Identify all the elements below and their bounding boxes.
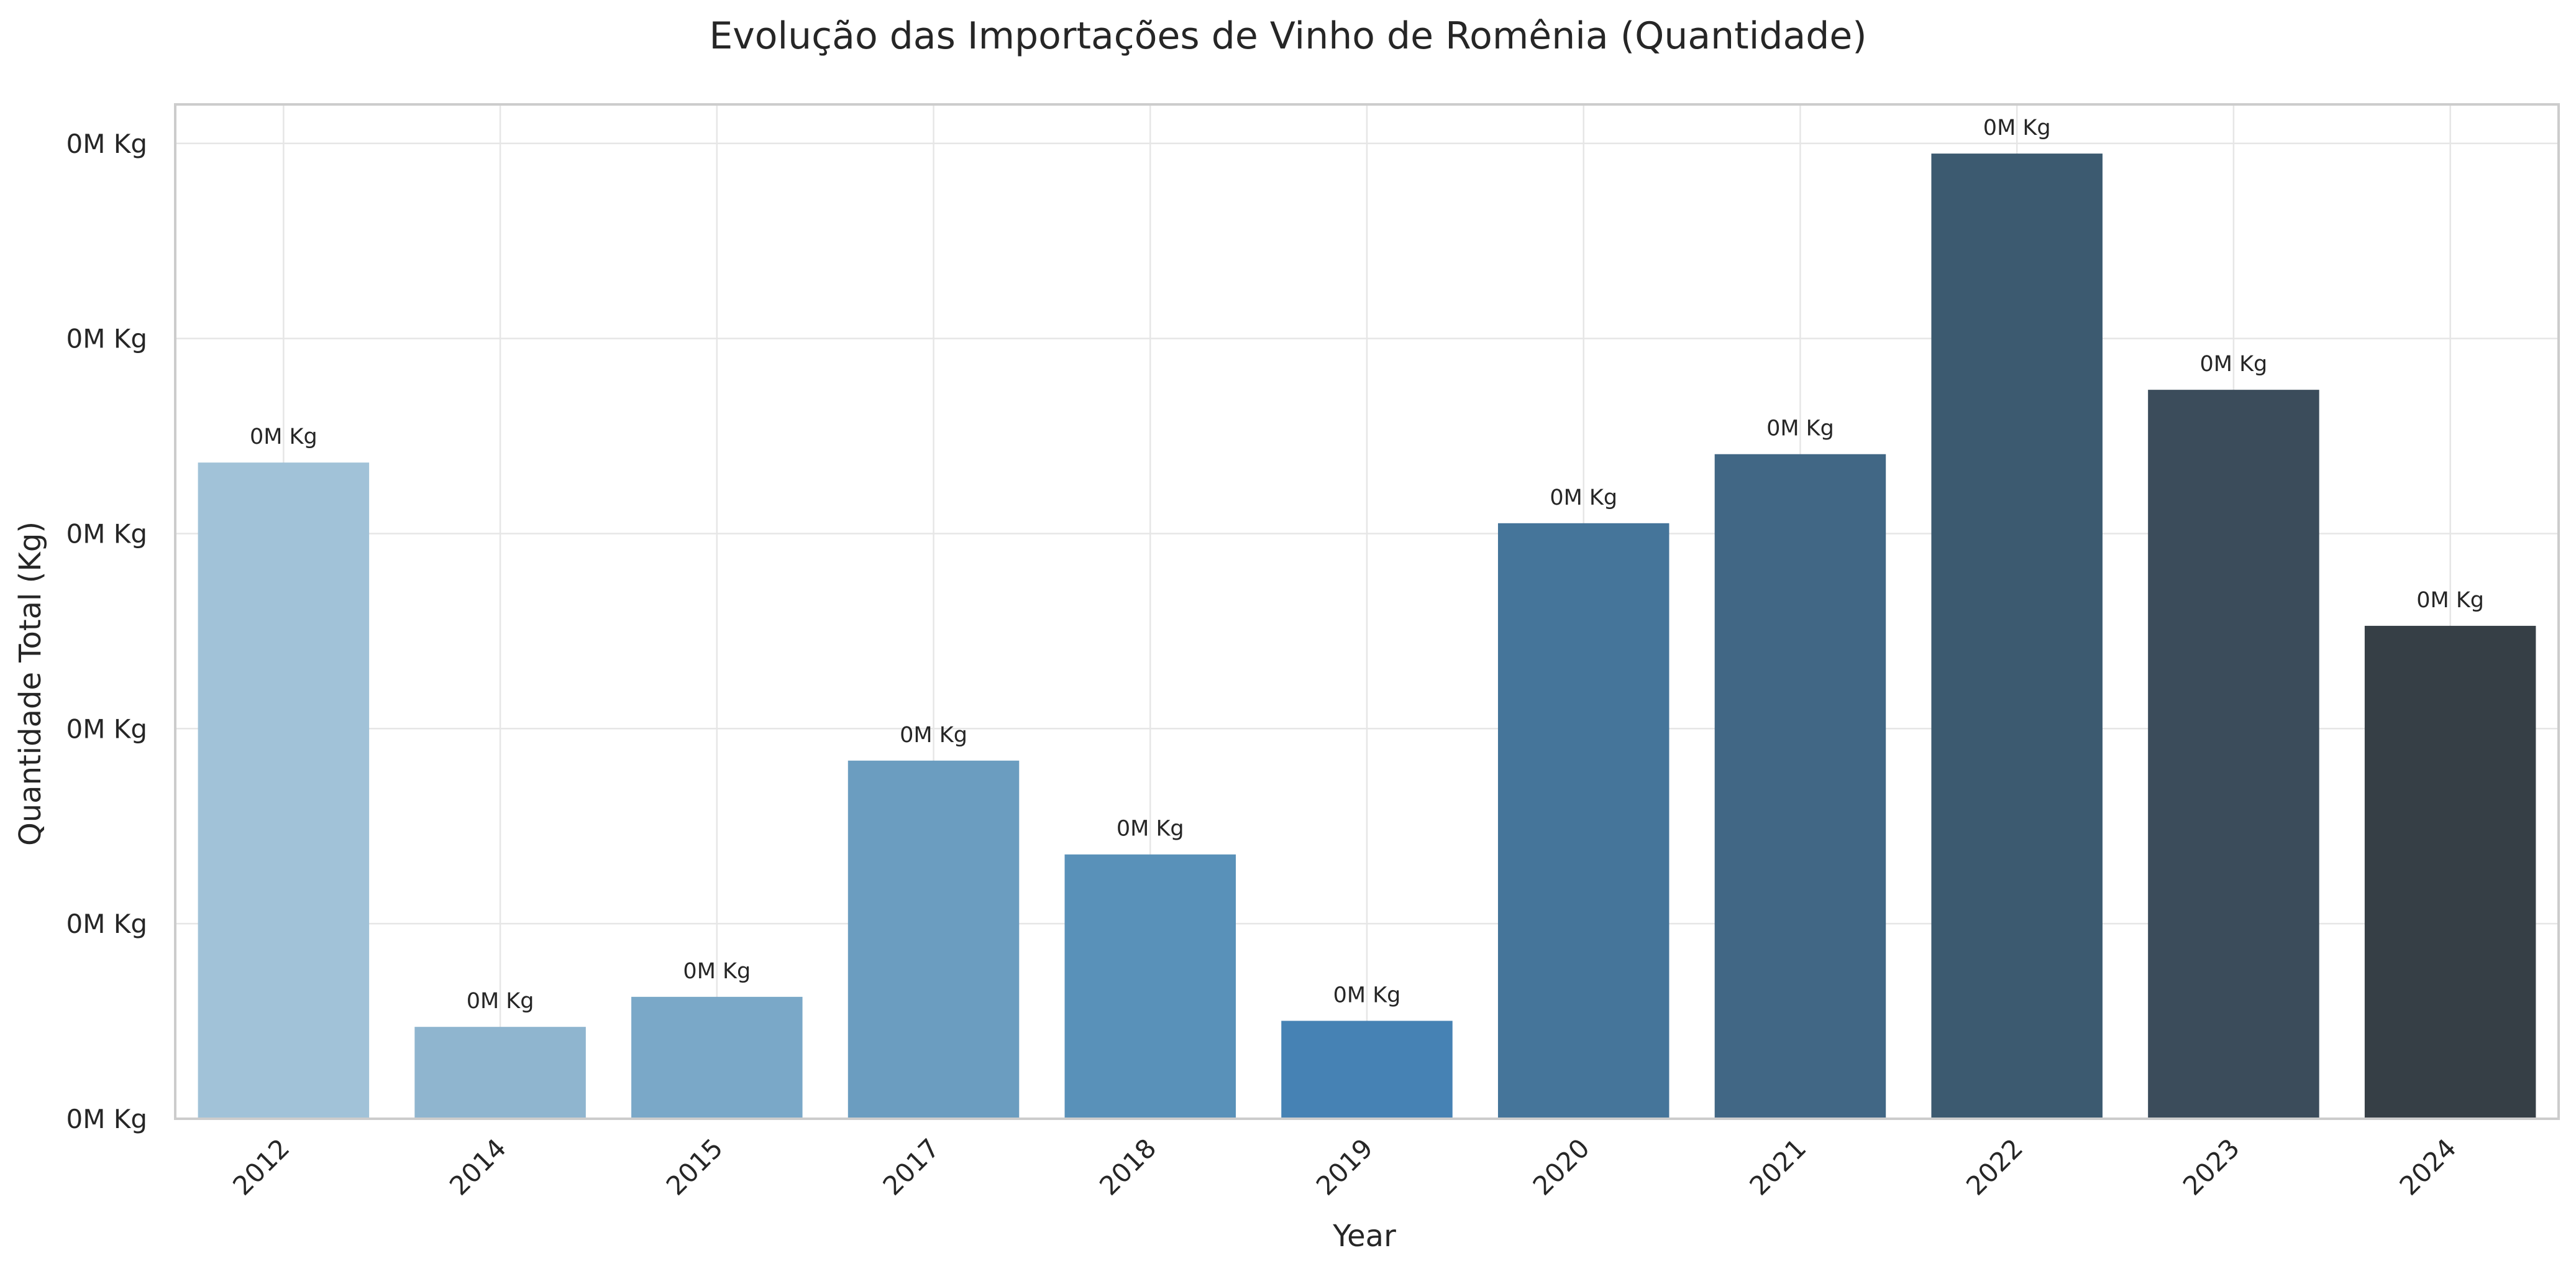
bar-2021 bbox=[1714, 454, 1886, 1119]
x-tick-label-2015: 2015 bbox=[660, 1132, 729, 1201]
data-label-2024: 0M Kg bbox=[2416, 588, 2484, 613]
data-label-2018: 0M Kg bbox=[1117, 817, 1184, 842]
data-label-2014: 0M Kg bbox=[467, 989, 534, 1014]
bar-2020 bbox=[1497, 523, 1669, 1119]
y-tick-label: 0M Kg bbox=[66, 324, 147, 354]
bar-2019 bbox=[1281, 1021, 1453, 1119]
y-tick-label: 0M Kg bbox=[66, 909, 147, 939]
x-axis-label: Year bbox=[1332, 1219, 1396, 1254]
data-label-2015: 0M Kg bbox=[683, 959, 751, 984]
data-label-2012: 0M Kg bbox=[250, 425, 317, 449]
data-labels: 0M Kg 0M Kg 0M Kg 0M Kg 0M Kg 0M Kg 0M Kg 0M Kg… bbox=[250, 116, 2484, 1014]
bar-2024 bbox=[2364, 625, 2536, 1119]
data-label-2017: 0M Kg bbox=[900, 723, 967, 748]
y-axis-ticks: 0M Kg 0M Kg 0M Kg 0M Kg 0M Kg 0M Kg bbox=[66, 129, 147, 1134]
x-tick-label-2023: 2023 bbox=[2177, 1132, 2245, 1201]
data-label-2023: 0M Kg bbox=[2200, 352, 2268, 377]
data-label-2021: 0M Kg bbox=[1766, 416, 1834, 441]
y-tick-label: 0M Kg bbox=[66, 129, 147, 159]
data-label-2022: 0M Kg bbox=[1983, 116, 2051, 140]
y-axis-label: Quantidade Total (Kg) bbox=[13, 521, 48, 846]
x-tick-label-2020: 2020 bbox=[1527, 1132, 1596, 1201]
data-label-2020: 0M Kg bbox=[1550, 485, 1617, 510]
x-tick-label-2018: 2018 bbox=[1094, 1132, 1162, 1201]
x-axis-ticks: 2012 2014 2015 2017 2018 2019 2020 2021 2022 2023… bbox=[227, 1132, 2462, 1201]
bar-2022 bbox=[1931, 154, 2103, 1119]
y-tick-label: 0M Kg bbox=[66, 518, 147, 549]
x-tick-label-2017: 2017 bbox=[877, 1132, 945, 1201]
plot-frame bbox=[174, 103, 2560, 1120]
bars bbox=[198, 154, 2536, 1119]
data-label-2019: 0M Kg bbox=[1333, 983, 1401, 1007]
bar-2023 bbox=[2148, 390, 2319, 1119]
y-tick-label: 0M Kg bbox=[66, 714, 147, 744]
x-tick-label-2022: 2022 bbox=[1960, 1132, 2029, 1201]
x-tick-label-2021: 2021 bbox=[1743, 1132, 1812, 1201]
y-tick-label: 0M Kg bbox=[66, 1104, 147, 1134]
bar-2014 bbox=[414, 1027, 586, 1119]
bar-2012 bbox=[198, 462, 370, 1119]
x-tick-label-2019: 2019 bbox=[1310, 1132, 1379, 1201]
bar-2015 bbox=[631, 996, 803, 1119]
chart-title: Evolução das Importações de Vinho de Rom… bbox=[709, 14, 1866, 58]
x-tick-label-2014: 2014 bbox=[444, 1132, 512, 1201]
bar-2017 bbox=[847, 760, 1020, 1119]
bar-2018 bbox=[1064, 854, 1236, 1119]
x-tick-label-2012: 2012 bbox=[227, 1132, 295, 1201]
x-tick-label-2024: 2024 bbox=[2393, 1132, 2462, 1201]
